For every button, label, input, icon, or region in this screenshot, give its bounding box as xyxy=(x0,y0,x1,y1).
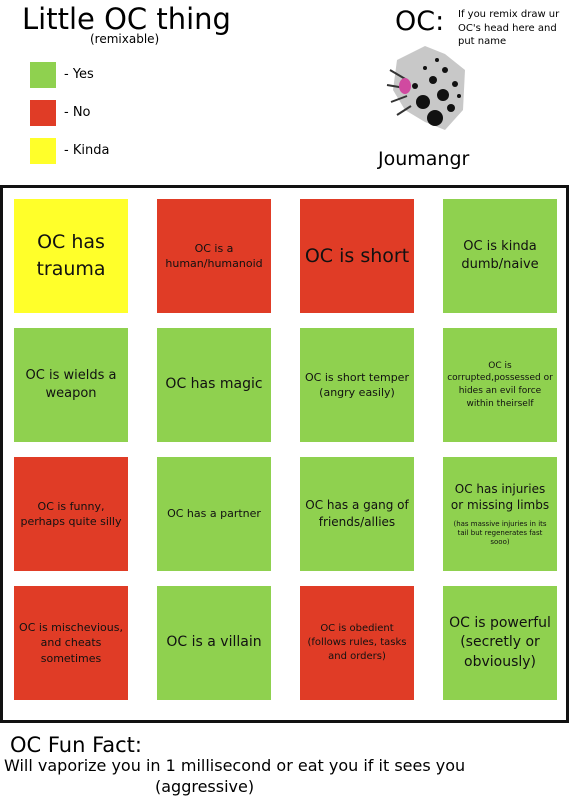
grid-frame xyxy=(0,185,569,723)
legend-label: - No xyxy=(64,105,91,120)
cell-text: OC is short temper (angry easily) xyxy=(305,370,409,399)
cell-text: OC has a gang of friends/allies xyxy=(305,498,409,529)
oc-name: Joumangr xyxy=(378,148,470,170)
cell-text: OC is powerful (secretly or obviously) xyxy=(449,614,551,670)
oc-note: If you remix draw ur OC's head here and … xyxy=(458,9,560,47)
title: Little OC thing xyxy=(22,2,231,36)
grid-cell: OC is obedient (follows rules, tasks and… xyxy=(300,586,414,700)
cell-text: OC is short xyxy=(304,244,410,267)
subtitle: (remixable) xyxy=(90,32,160,46)
grid-cell: OC has a gang of friends/allies xyxy=(300,457,414,571)
cell-text: OC is obedient (follows rules, tasks and… xyxy=(307,623,407,662)
fun-fact-aside: (aggressive) xyxy=(155,777,255,796)
fun-fact-title: OC Fun Fact: xyxy=(10,733,142,757)
cell-text: OC has injuries or missing limbs xyxy=(450,481,550,513)
cell-text: OC is funny, perhaps quite silly xyxy=(20,499,122,528)
oc-label: OC: xyxy=(395,6,445,37)
grid-cell: OC is a human/humanoid xyxy=(157,199,271,313)
legend-swatch xyxy=(30,100,56,126)
cell-text: OC has trauma xyxy=(36,231,106,280)
cell-text: OC is corrupted,possessed or hides an ev… xyxy=(447,360,553,409)
grid-cell: OC is short temper (angry easily) xyxy=(300,328,414,442)
grid-cell: OC is powerful (secretly or obviously) xyxy=(443,586,557,700)
grid-cell: OC is mischevious, and cheats sometimes xyxy=(14,586,128,700)
grid-cell: OC is short xyxy=(300,199,414,313)
fun-fact-text: Will vaporize you in 1 millisecond or ea… xyxy=(4,756,466,775)
legend-label: - Yes xyxy=(64,67,94,82)
grid-cell: OC has a partner xyxy=(157,457,271,571)
cell-text: OC is mischevious, and cheats sometimes xyxy=(19,620,123,665)
grid-cell: OC is funny, perhaps quite silly xyxy=(14,457,128,571)
cell-text: OC is kinda dumb/naive xyxy=(461,238,539,272)
cell-text: OC has magic xyxy=(165,376,263,393)
cell-text: OC is a villain xyxy=(166,634,262,651)
cell-text: OC is wields a weapon xyxy=(25,367,117,401)
grid-cell: OC is kinda dumb/naive xyxy=(443,199,557,313)
cell-note: (has massive injuries in its tail but re… xyxy=(453,520,547,547)
cell-text: OC is a human/humanoid xyxy=(165,241,263,270)
grid-cell: OC has magic xyxy=(157,328,271,442)
grid-cell: OC is a villain xyxy=(157,586,271,700)
grid-cell: OC is corrupted,possessed or hides an ev… xyxy=(443,328,557,442)
grid-cell: OC has trauma xyxy=(14,199,128,313)
legend-swatch xyxy=(30,62,56,88)
grid-cell: OC is wields a weapon xyxy=(14,328,128,442)
cell-text: OC has a partner xyxy=(167,507,261,521)
legend-swatch xyxy=(30,138,56,164)
legend-label: - Kinda xyxy=(64,143,110,158)
grid-cell: OC has injuries or missing limbs (has mas… xyxy=(443,457,557,571)
oc-head-drawing xyxy=(386,46,465,130)
